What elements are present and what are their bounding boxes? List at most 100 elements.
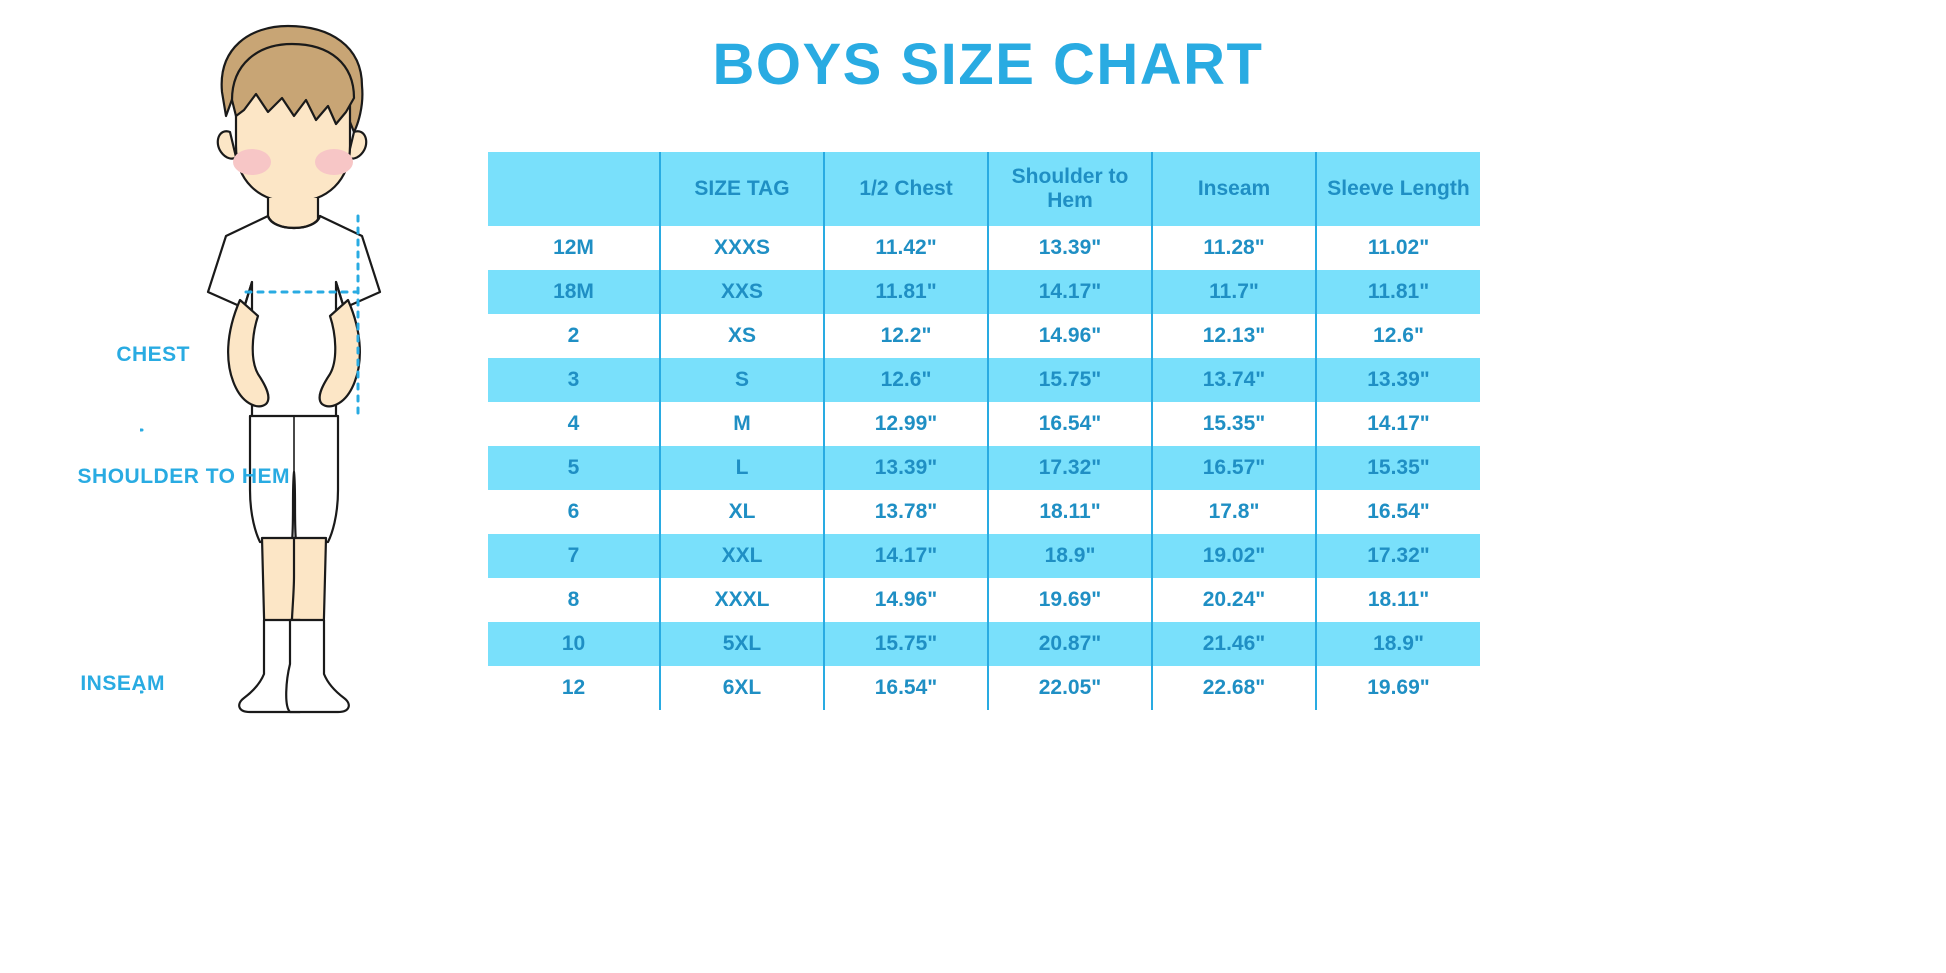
cell-size: 5 <box>488 446 660 490</box>
cell-sleeve-length: 15.35" <box>1315 446 1480 490</box>
cell-half-chest: 14.17" <box>823 534 988 578</box>
cell-size-tag: XXXL <box>659 578 824 622</box>
table-header: SIZE TAG 1/2 Chest Shoulder to Hem Insea… <box>488 152 1480 226</box>
cell-half-chest: 14.96" <box>823 578 988 622</box>
table-row: 7 XXL 14.17" 18.9" 19.02" 17.32" <box>488 534 1480 578</box>
cell-shoulder-to-hem: 20.87" <box>987 622 1152 666</box>
cell-size-tag: XL <box>659 490 824 534</box>
cell-inseam: 20.24" <box>1151 578 1316 622</box>
cell-shoulder-to-hem: 22.05" <box>987 666 1152 710</box>
size-chart-table-wrapper: SIZE TAG 1/2 Chest Shoulder to Hem Insea… <box>488 152 1480 710</box>
header-cell-size <box>488 152 660 226</box>
cheek-right <box>315 149 353 175</box>
cell-inseam: 21.46" <box>1151 622 1316 666</box>
cell-sleeve-length: 17.32" <box>1315 534 1480 578</box>
measurement-label-chest: CHEST <box>116 343 190 366</box>
cell-size-tag: XXXS <box>659 226 824 270</box>
table-row: 4 M 12.99" 16.54" 15.35" 14.17" <box>488 402 1480 446</box>
hair-fringe <box>230 42 356 126</box>
cell-sleeve-length: 18.11" <box>1315 578 1480 622</box>
cell-sleeve-length: 13.39" <box>1315 358 1480 402</box>
cell-half-chest: 13.78" <box>823 490 988 534</box>
cell-half-chest: 12.2" <box>823 314 988 358</box>
cell-shoulder-to-hem: 13.39" <box>987 226 1152 270</box>
header-cell-half-chest: 1/2 Chest <box>823 152 988 226</box>
cell-shoulder-to-hem: 14.17" <box>987 270 1152 314</box>
cell-sleeve-length: 18.9" <box>1315 622 1480 666</box>
header-cell-shoulder-to-hem: Shoulder to Hem <box>987 152 1152 226</box>
cell-shoulder-to-hem: 18.11" <box>987 490 1152 534</box>
cell-size-tag: XS <box>659 314 824 358</box>
cell-half-chest: 13.39" <box>823 446 988 490</box>
arm-right <box>318 298 361 408</box>
cell-inseam: 12.13" <box>1151 314 1316 358</box>
cell-inseam: 17.8" <box>1151 490 1316 534</box>
cell-sleeve-length: 16.54" <box>1315 490 1480 534</box>
cell-shoulder-to-hem: 19.69" <box>987 578 1152 622</box>
cell-half-chest: 11.42" <box>823 226 988 270</box>
cell-inseam: 22.68" <box>1151 666 1316 710</box>
cell-size: 2 <box>488 314 660 358</box>
cell-size: 18M <box>488 270 660 314</box>
cell-sleeve-length: 14.17" <box>1315 402 1480 446</box>
cell-size: 12 <box>488 666 660 710</box>
cell-inseam: 16.57" <box>1151 446 1316 490</box>
measurement-label-inseam: INSEAM <box>80 672 165 695</box>
cell-sleeve-length: 11.81" <box>1315 270 1480 314</box>
cell-sleeve-length: 19.69" <box>1315 666 1480 710</box>
cell-half-chest: 12.6" <box>823 358 988 402</box>
cell-size: 4 <box>488 402 660 446</box>
boy-illustration-panel: CHEST SHOULDER TO HEM INSEAM <box>0 0 480 973</box>
table-row: 3 S 12.6" 15.75" 13.74" 13.39" <box>488 358 1480 402</box>
cell-shoulder-to-hem: 14.96" <box>987 314 1152 358</box>
cell-size-tag: 5XL <box>659 622 824 666</box>
table-row: 8 XXXL 14.96" 19.69" 20.24" 18.11" <box>488 578 1480 622</box>
cell-size: 8 <box>488 578 660 622</box>
cell-inseam: 11.28" <box>1151 226 1316 270</box>
cell-half-chest: 12.99" <box>823 402 988 446</box>
cell-inseam: 19.02" <box>1151 534 1316 578</box>
cheek-left <box>233 149 271 175</box>
table-body: 12M XXXS 11.42" 13.39" 11.28" 11.02" 18M XXS 11.… <box>488 226 1480 710</box>
cell-shoulder-to-hem: 18.9" <box>987 534 1152 578</box>
cell-size-tag: S <box>659 358 824 402</box>
shoe-right <box>285 618 350 714</box>
measurement-label-shoulder-to-hem: SHOULDER TO HEM <box>77 465 290 488</box>
table-row: 2 XS 12.2" 14.96" 12.13" 12.6" <box>488 314 1480 358</box>
cell-size-tag: M <box>659 402 824 446</box>
table-row: 12M XXXS 11.42" 13.39" 11.28" 11.02" <box>488 226 1480 270</box>
cell-inseam: 11.7" <box>1151 270 1316 314</box>
table-row: 18M XXS 11.81" 14.17" 11.7" 11.81" <box>488 270 1480 314</box>
cell-size-tag: XXS <box>659 270 824 314</box>
cell-sleeve-length: 11.02" <box>1315 226 1480 270</box>
header-cell-inseam: Inseam <box>1151 152 1316 226</box>
cell-size-tag: 6XL <box>659 666 824 710</box>
cell-shoulder-to-hem: 17.32" <box>987 446 1152 490</box>
cell-size-tag: L <box>659 446 824 490</box>
table-row: 10 5XL 15.75" 20.87" 21.46" 18.9" <box>488 622 1480 666</box>
page-title: BOYS SIZE CHART <box>712 32 1264 97</box>
cell-half-chest: 16.54" <box>823 666 988 710</box>
boy-figure-illustration <box>140 24 382 714</box>
header-cell-size-tag: SIZE TAG <box>659 152 824 226</box>
cell-size: 3 <box>488 358 660 402</box>
table-row: 5 L 13.39" 17.32" 16.57" 15.35" <box>488 446 1480 490</box>
header-cell-sleeve-length: Sleeve Length <box>1315 152 1480 226</box>
cell-size: 10 <box>488 622 660 666</box>
cell-shoulder-to-hem: 16.54" <box>987 402 1152 446</box>
cell-sleeve-length: 12.6" <box>1315 314 1480 358</box>
cell-inseam: 15.35" <box>1151 402 1316 446</box>
cell-size: 7 <box>488 534 660 578</box>
cell-half-chest: 15.75" <box>823 622 988 666</box>
table-row: 6 XL 13.78" 18.11" 17.8" 16.54" <box>488 490 1480 534</box>
header-row: SIZE TAG 1/2 Chest Shoulder to Hem Insea… <box>488 152 1480 226</box>
cell-shoulder-to-hem: 15.75" <box>987 358 1152 402</box>
cell-size-tag: XXL <box>659 534 824 578</box>
size-chart-table: SIZE TAG 1/2 Chest Shoulder to Hem Insea… <box>488 152 1480 710</box>
table-row: 12 6XL 16.54" 22.05" 22.68" 19.69" <box>488 666 1480 710</box>
cell-size: 6 <box>488 490 660 534</box>
cell-size: 12M <box>488 226 660 270</box>
cell-inseam: 13.74" <box>1151 358 1316 402</box>
arm-left <box>227 298 270 408</box>
